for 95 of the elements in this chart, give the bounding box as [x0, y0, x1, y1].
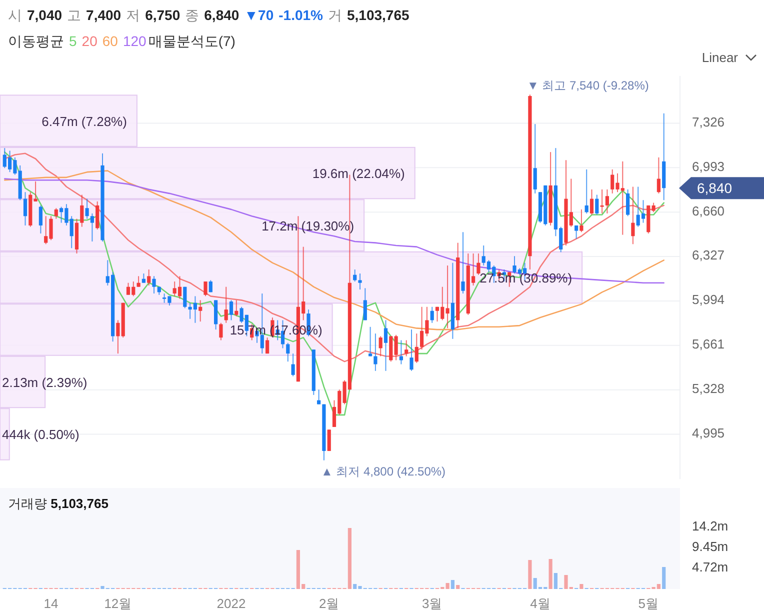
bar	[456, 585, 460, 589]
candlestick	[34, 180, 38, 202]
bar	[528, 560, 532, 589]
candlestick	[291, 353, 295, 377]
data-label: 6.47m (7.28%)	[42, 114, 127, 129]
candlestick	[430, 306, 434, 324]
y-tick-label: 6,993	[692, 158, 725, 174]
candlestick	[414, 333, 418, 364]
candlestick	[476, 252, 480, 276]
candlestick	[219, 322, 223, 341]
candlestick	[96, 200, 100, 230]
line-series	[4, 152, 664, 362]
data-label: 2.13m (2.39%)	[2, 374, 88, 390]
candlestick	[54, 208, 58, 220]
candlestick	[574, 224, 578, 240]
bar	[446, 583, 450, 589]
text: 거래량 5,103,765	[8, 496, 108, 511]
candlestick	[590, 188, 594, 216]
candlestick	[600, 188, 604, 214]
candlestick	[368, 326, 372, 357]
y-tick-label: 14.2m	[692, 518, 728, 534]
y-tick-label: 4.72m	[692, 560, 728, 575]
candlestick	[533, 124, 537, 194]
candlestick	[198, 300, 202, 322]
y-tick-label: 6,660	[692, 203, 725, 218]
annotation: ▼ 최고 7,540 (-9.28%)	[526, 78, 649, 93]
candlestick	[224, 286, 228, 324]
candlestick	[580, 208, 584, 233]
candlestick	[286, 342, 290, 362]
y-tick-label: 5,661	[692, 336, 725, 352]
bar	[548, 559, 552, 589]
candlestick	[234, 300, 238, 317]
candlestick	[446, 264, 450, 329]
candlestick	[90, 212, 94, 242]
candlestick	[605, 188, 609, 214]
x-tick-label: 3월	[422, 596, 442, 611]
text: 120	[122, 33, 147, 49]
candlestick	[399, 340, 403, 365]
x-tick-label: 14	[44, 596, 58, 611]
y-tick-label: 5,994	[692, 292, 725, 308]
candlestick	[152, 276, 156, 294]
legend-title: 이동평균	[8, 33, 64, 49]
candlestick	[142, 272, 146, 284]
x-tick-label: 2월	[318, 596, 340, 611]
annotation: ▲ 최저 4,800 (42.50%)	[320, 464, 446, 478]
text: 60	[102, 33, 118, 49]
candlestick	[229, 300, 234, 321]
candlestick	[38, 204, 42, 234]
candlestick	[147, 268, 151, 286]
candlestick	[394, 334, 398, 361]
candlestick	[652, 202, 656, 213]
candlestick	[595, 194, 599, 216]
bar	[450, 580, 454, 589]
candlestick	[410, 329, 414, 372]
candlestick	[656, 156, 660, 194]
text: 시 7,040 고 7,400 저 6,750 종 6,840 ▼70 -1.01% 거 5,103,765	[8, 7, 410, 23]
text: 5	[69, 33, 77, 49]
candlestick	[80, 194, 84, 228]
candlestick	[85, 198, 89, 220]
candlestick	[626, 188, 630, 217]
x-tick-label: 2022	[216, 596, 246, 611]
bar	[580, 584, 584, 589]
y-tick-label: 9.45m	[692, 539, 728, 554]
y-tick-label: 5,328	[692, 381, 725, 396]
text: 6,840	[697, 180, 732, 196]
text: 20	[82, 33, 98, 49]
y-tick-label: 6,327	[692, 248, 725, 263]
x-tick-label: 5월	[638, 596, 659, 611]
candlestick	[374, 333, 378, 372]
candlestick	[23, 192, 28, 226]
candlestick	[404, 340, 408, 357]
candlestick	[363, 288, 367, 321]
candlestick	[317, 389, 321, 405]
y-tick-label: 7,326	[692, 114, 725, 130]
candlestick	[384, 320, 388, 372]
candlestick	[204, 281, 208, 297]
candlestick	[327, 429, 331, 452]
candlestick	[584, 168, 588, 214]
candlestick	[631, 186, 635, 245]
candlestick	[353, 268, 357, 282]
chart-title: 매물분석도(7)	[148, 33, 236, 49]
text: Linear	[702, 50, 739, 65]
data-label: 444k (0.50%)	[2, 427, 80, 442]
candlestick	[208, 280, 212, 293]
candlestick	[183, 286, 187, 309]
candlestick	[461, 232, 465, 294]
x-tick-label: 4월	[530, 596, 550, 611]
candlestick	[358, 272, 362, 290]
candlestick	[378, 336, 382, 357]
data-label: 19.6m (22.04%)	[312, 166, 405, 182]
x-tick-label: 12월	[104, 596, 132, 611]
candlestick	[136, 276, 140, 288]
y-tick-label: 4,995	[692, 425, 725, 440]
bar	[662, 567, 666, 589]
candlestick	[266, 337, 270, 354]
